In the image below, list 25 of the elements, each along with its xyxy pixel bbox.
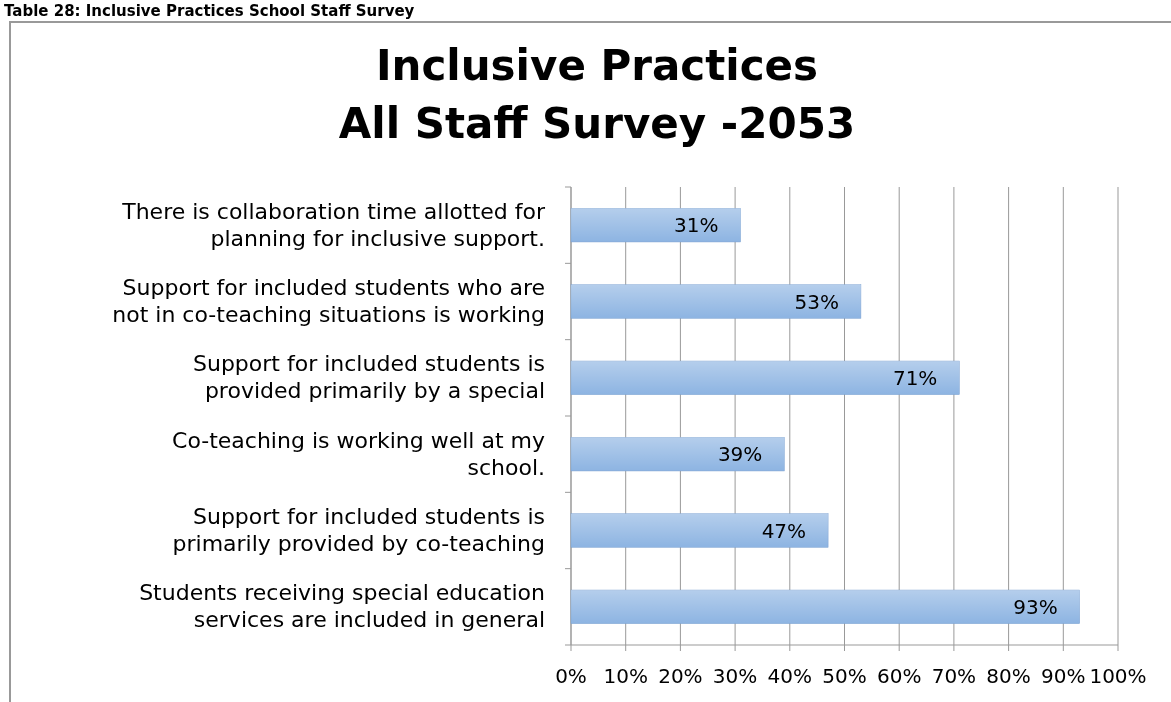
y-tick-label: There is collaboration time allotted for planning for inclusive support. <box>121 198 546 251</box>
y-tick-label: Support for included students who are not in co-teaching situations is working <box>112 275 545 327</box>
x-tick-label: 0% <box>555 664 587 688</box>
text: Table 28: Inclusive Practices School Staff Survey <box>4 2 415 20</box>
x-tick-label: 90% <box>1041 664 1086 688</box>
y-tick-label: Co-teaching is working well at my school. <box>172 427 545 480</box>
x-tick-label: 70% <box>931 664 977 688</box>
x-tick-label: 20% <box>658 664 703 688</box>
data-label: 47% <box>761 518 807 543</box>
data-label: 53% <box>794 289 839 314</box>
y-tick-label: Support for included students is provided primarily by a special <box>193 351 545 404</box>
x-tick-label: 10% <box>603 664 648 688</box>
data-label: 71% <box>892 365 938 390</box>
chart-title: Inclusive Practices All Staff Survey -2053 <box>338 41 856 148</box>
data-label: 39% <box>717 442 763 467</box>
x-tick-label: 60% <box>876 664 922 688</box>
data-label: 93% <box>1013 594 1058 619</box>
x-tick-label: 30% <box>712 664 758 688</box>
y-tick-label: Support for included students is primarily provided by co-teaching <box>172 504 545 556</box>
x-tick-label: 40% <box>767 664 813 688</box>
x-tick-label: 50% <box>822 664 867 688</box>
x-tick-label: 80% <box>986 664 1031 688</box>
x-tick-label: 100% <box>1089 664 1147 688</box>
data-label: 31% <box>674 213 719 238</box>
y-tick-label: Students receiving special education services are included in general <box>139 580 545 633</box>
